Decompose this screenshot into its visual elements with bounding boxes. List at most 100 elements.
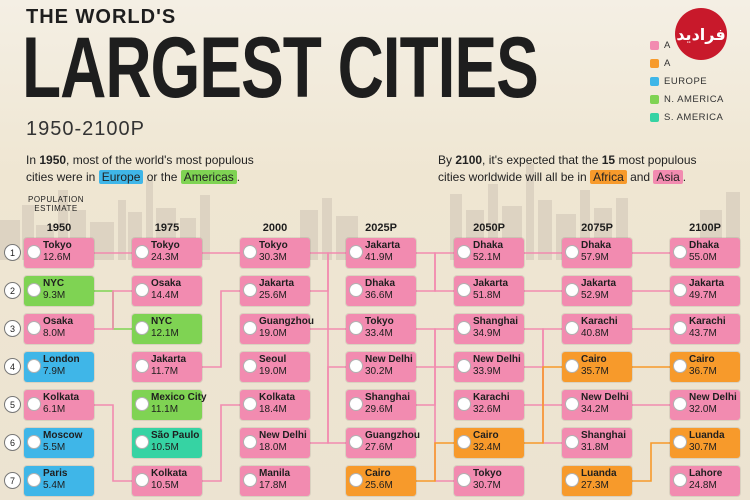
city-name: New Delhi [473, 354, 521, 365]
city-card: Osaka 14.4M [132, 276, 202, 306]
legend-label: N. AMERICA [664, 93, 724, 105]
flag-icon [349, 245, 363, 259]
legend-label: EUROPE [664, 75, 708, 87]
note-text: . [236, 170, 241, 184]
city-name: Cairo [365, 468, 391, 479]
legend-label: S. AMERICA [664, 111, 724, 123]
city-population: 17.8M [259, 480, 287, 491]
note-right: By 2100, it's expected that the 15 most … [438, 152, 748, 186]
city-card: Osaka 8.0M [24, 314, 94, 344]
note-text: most populous [615, 153, 697, 167]
year-header: 2000 [262, 222, 288, 234]
city-population: 12.1M [151, 328, 179, 339]
year-header: 2075P [581, 222, 613, 234]
logo-text: فرادید [676, 24, 726, 44]
city-name: Kolkata [43, 392, 80, 403]
flag-icon [27, 435, 41, 449]
city-population: 12.6M [43, 252, 71, 263]
city-population: 5.4M [43, 480, 66, 491]
rank-marker: 4 [4, 358, 21, 375]
highlight-africa: Africa [590, 170, 627, 184]
flag-icon [457, 359, 471, 373]
city-name: Cairo [473, 430, 499, 441]
city-name: Cairo [581, 354, 607, 365]
city-name: Osaka [43, 316, 74, 327]
city-name: NYC [151, 316, 173, 327]
city-population: 33.4M [365, 328, 393, 339]
flag-icon [457, 435, 471, 449]
city-name: Karachi [689, 316, 726, 327]
flag-icon [565, 359, 579, 373]
page-title: LARGEST CITIES [22, 18, 539, 116]
city-card: Jakarta 52.9M [562, 276, 632, 306]
city-card: Tokyo 12.6M [24, 238, 94, 268]
city-name: Tokyo [259, 240, 288, 251]
city-card: Karachi 40.8M [562, 314, 632, 344]
city-card: New Delhi 30.2M [346, 352, 416, 382]
flag-icon [565, 283, 579, 297]
flag-icon [349, 283, 363, 297]
city-population: 31.8M [581, 442, 609, 453]
flag-icon [673, 435, 687, 449]
city-population: 30.7M [689, 442, 717, 453]
legend-label: A [664, 39, 671, 51]
legend-item: N. AMERICA [650, 90, 724, 108]
city-card: New Delhi 32.0M [670, 390, 740, 420]
city-name: Manila [259, 468, 291, 479]
city-population: 27.6M [365, 442, 393, 453]
city-name: Luanda [581, 468, 617, 479]
legend-swatch [650, 76, 659, 86]
city-card: NYC 12.1M [132, 314, 202, 344]
city-name: Seoul [259, 354, 287, 365]
connector-line [202, 404, 240, 482]
flag-icon [27, 359, 41, 373]
highlight-americas: Americas [180, 170, 237, 184]
flag-icon [135, 397, 149, 411]
city-population: 36.6M [365, 290, 393, 301]
city-population: 32.6M [473, 404, 501, 415]
city-name: New Delhi [689, 392, 737, 403]
flag-icon [349, 473, 363, 487]
flag-icon [457, 473, 471, 487]
city-population: 18.0M [259, 442, 287, 453]
city-population: 11.1M [151, 404, 179, 415]
flag-icon [243, 473, 257, 487]
city-name: Shanghai [581, 430, 627, 441]
flag-icon [457, 397, 471, 411]
city-population: 10.5M [151, 480, 179, 491]
legend-item: A [650, 54, 724, 72]
city-name: Jakarta [151, 354, 187, 365]
city-card: Seoul 19.0M [240, 352, 310, 382]
flag-icon [243, 245, 257, 259]
title-small: THE WORLD'S [26, 6, 177, 28]
flag-icon [27, 283, 41, 297]
city-name: Kolkata [259, 392, 296, 403]
flag-icon [565, 321, 579, 335]
city-population: 19.0M [259, 328, 287, 339]
city-name: Tokyo [365, 316, 394, 327]
city-population: 29.6M [365, 404, 393, 415]
city-name: Guangzhou [365, 430, 420, 441]
city-name: Karachi [581, 316, 618, 327]
legend-swatch [650, 94, 659, 104]
city-card: Tokyo 33.4M [346, 314, 416, 344]
city-population: 30.2M [365, 366, 393, 377]
city-name: Dhaka [689, 240, 720, 251]
legend: A A EUROPE N. AMERICA S. AMERICA [650, 36, 724, 126]
city-name: São Paulo [151, 430, 200, 441]
flag-icon [565, 397, 579, 411]
city-population: 43.7M [689, 328, 717, 339]
flag-icon [349, 321, 363, 335]
city-card: Jakarta 51.8M [454, 276, 524, 306]
city-population: 32.0M [689, 404, 717, 415]
city-population: 25.6M [365, 480, 393, 491]
city-population: 49.7M [689, 290, 717, 301]
legend-item: A [650, 36, 724, 54]
flag-icon [673, 397, 687, 411]
legend-item: S. AMERICA [650, 108, 724, 126]
flag-icon [565, 435, 579, 449]
city-card: Guangzhou 27.6M [346, 428, 420, 458]
flag-icon [457, 245, 471, 259]
note-text: or the [143, 170, 181, 184]
city-card: Jakarta 49.7M [670, 276, 740, 306]
